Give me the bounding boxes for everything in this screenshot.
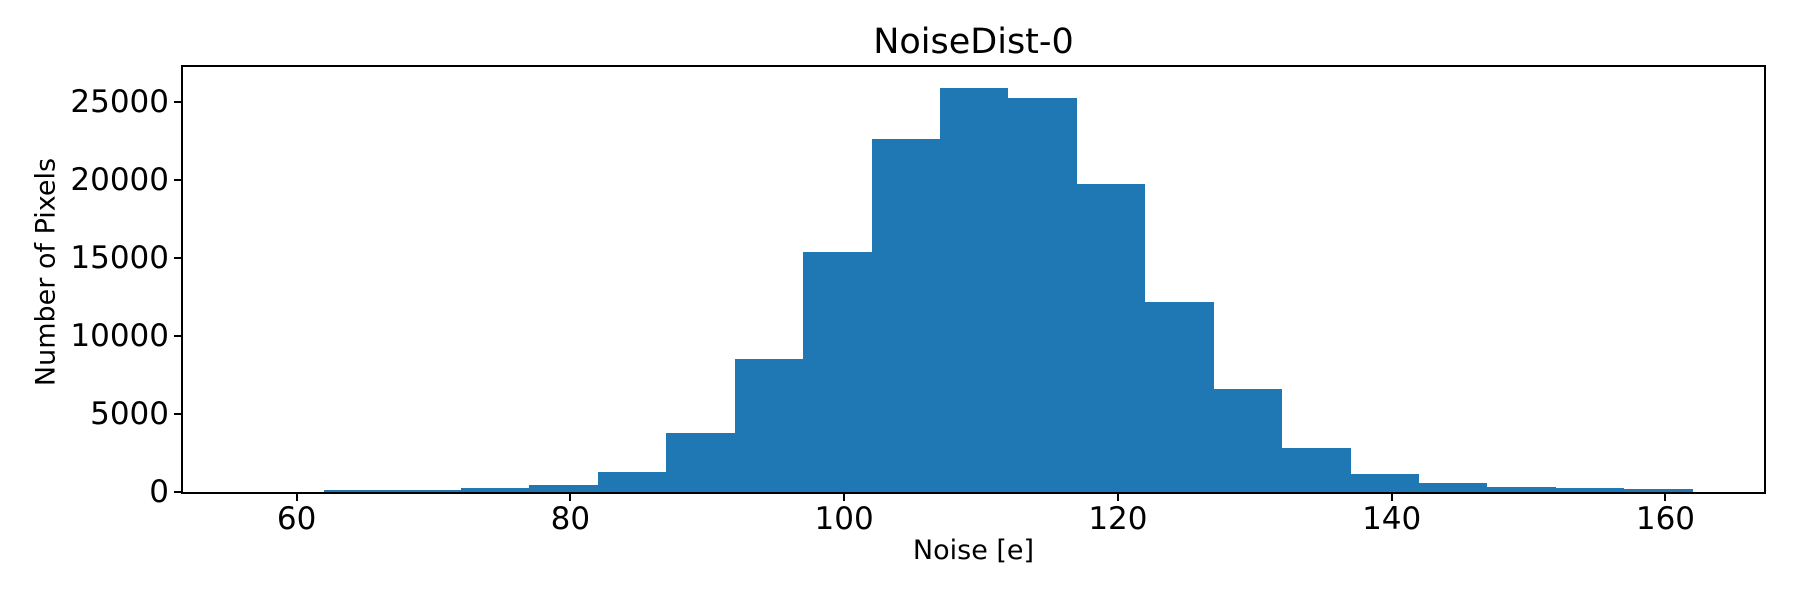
- x-tick-mark: [295, 492, 298, 501]
- histogram-bar: [1282, 448, 1351, 492]
- y-tick-label: 10000: [70, 318, 169, 355]
- x-tick-mark: [569, 492, 572, 501]
- x-tick-mark: [843, 492, 846, 501]
- y-tick-mark: [174, 101, 183, 104]
- histogram-bar: [1008, 98, 1077, 492]
- histogram-bar: [666, 432, 735, 492]
- histogram-bar: [871, 139, 940, 492]
- histogram-bar: [1076, 184, 1146, 492]
- y-tick-label: 0: [149, 474, 169, 510]
- histogram-bar: [1145, 302, 1214, 492]
- y-tick-mark: [174, 179, 183, 182]
- chart-title: NoiseDist-0: [873, 22, 1074, 62]
- histogram-bar: [734, 358, 804, 492]
- histogram-bar: [529, 484, 598, 492]
- histogram-bar: [1555, 488, 1625, 492]
- x-tick-mark: [1664, 492, 1667, 501]
- histogram-bar: [323, 490, 393, 492]
- x-tick-label: 80: [550, 501, 591, 537]
- x-tick-mark: [1390, 492, 1393, 501]
- histogram-bar: [460, 487, 530, 492]
- x-tick-mark: [1116, 492, 1119, 501]
- x-axis-label: Noise [e]: [912, 535, 1035, 566]
- y-axis-label: Number of Pixels: [30, 157, 62, 387]
- x-tick-label: 60: [276, 501, 317, 537]
- histogram-bar: [939, 88, 1009, 492]
- plot-area: 60 80 100 120 140 160 0 5000 10000 15000 20000 2500…: [70, 65, 1766, 537]
- y-tick-label: 5000: [90, 396, 169, 433]
- y-tick-label: 25000: [70, 84, 169, 121]
- histogram-bar: [1213, 389, 1283, 492]
- y-tick-mark: [174, 413, 183, 416]
- y-tick-label: 15000: [70, 240, 169, 277]
- y-tick-mark: [174, 491, 183, 493]
- histogram-bar: [803, 252, 872, 492]
- y-tick-mark: [174, 335, 183, 338]
- y-tick-mark: [174, 257, 183, 260]
- histogram-bar: [392, 489, 461, 492]
- x-tick-label: 160: [1635, 501, 1696, 537]
- histogram-bar: [1419, 482, 1488, 492]
- y-tick-label: 20000: [70, 162, 169, 199]
- histogram-bar: [1624, 488, 1693, 492]
- x-tick-label: 120: [1088, 501, 1148, 537]
- histogram-bar: [597, 471, 667, 492]
- x-tick-label: 140: [1362, 501, 1422, 537]
- histogram-bar: [1487, 487, 1556, 492]
- x-tick-label: 100: [814, 501, 874, 537]
- histogram-bars-layer: [183, 67, 1764, 492]
- histogram-bar: [1350, 474, 1420, 492]
